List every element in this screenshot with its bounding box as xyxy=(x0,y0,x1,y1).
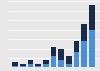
Bar xyxy=(89,30,95,67)
Bar xyxy=(74,52,80,67)
Bar xyxy=(12,66,18,67)
Bar xyxy=(51,47,56,56)
Bar xyxy=(20,64,26,66)
Bar xyxy=(35,64,41,66)
Bar xyxy=(66,56,72,64)
Bar xyxy=(28,60,33,64)
Bar xyxy=(12,62,18,66)
Bar xyxy=(28,64,33,67)
Bar xyxy=(58,60,64,67)
Bar xyxy=(51,56,56,67)
Bar xyxy=(43,60,49,64)
Bar xyxy=(43,64,49,67)
Bar xyxy=(81,41,87,67)
Bar xyxy=(89,5,95,30)
Bar xyxy=(20,66,26,67)
Bar xyxy=(66,64,72,67)
Bar xyxy=(58,49,64,60)
Bar xyxy=(74,41,80,52)
Bar xyxy=(81,24,87,41)
Bar xyxy=(35,66,41,67)
